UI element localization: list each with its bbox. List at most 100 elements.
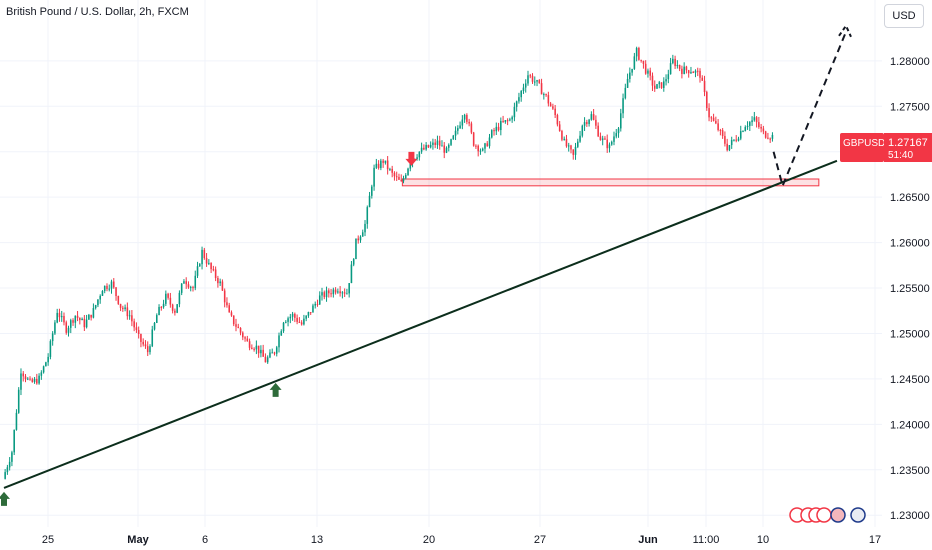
uk-flag-icon[interactable] [850,507,866,523]
candle-body [20,373,22,390]
candle-body [38,375,40,384]
candle-body [694,70,697,73]
candle-body [556,115,559,125]
candle-body [579,135,581,142]
candle-body [479,150,482,152]
candle-body [552,106,554,109]
markers [0,151,418,506]
candle-body [205,258,208,264]
candle-body [22,373,25,377]
candle-body [287,318,289,322]
candle-body [601,138,604,141]
candle-body [615,133,618,137]
candle-body [11,452,13,462]
candle-body [742,131,744,133]
candle-body [151,329,154,347]
candle-body [395,176,398,178]
candle-body [42,366,45,373]
event-icons[interactable] [789,507,866,523]
candle-body [244,337,246,339]
candle-body [380,160,382,169]
candle-body [595,119,597,126]
candle-body [432,142,434,145]
candle-body [640,59,642,61]
candle-body [316,303,319,305]
candle-body [323,292,326,298]
candle-body [527,75,529,84]
candle-body [687,70,690,74]
candle-body [69,320,72,328]
candle-body [739,131,742,139]
candle-body [502,120,504,122]
candle-body [248,341,251,348]
candle-body [153,322,156,330]
candle-body [192,287,194,289]
candle-body [334,289,337,293]
candle-body [712,117,715,121]
candle-body [208,262,210,264]
candle-body [445,147,448,153]
candle-body [735,139,738,141]
candle-body [715,120,717,124]
candle-body [235,324,237,327]
candle-body [312,305,314,313]
candle-body [692,72,695,74]
candle-body [423,147,425,150]
candle-body [119,303,122,308]
candle-body [94,305,97,309]
candle-body [117,295,120,304]
candle-body [144,344,147,347]
candle-body [649,70,652,76]
candle-body [656,84,658,89]
candle-body [361,232,364,237]
candle-body [746,125,749,128]
candle-body [701,77,704,81]
candle-body [282,322,285,332]
candle-body [178,292,181,305]
candle-body [493,130,495,132]
candle-body [298,321,301,323]
candle-body [88,314,90,320]
chart-title: British Pound / U.S. Dollar, 2h, FXCM [6,6,189,18]
candle-body [49,341,52,357]
candle-body [717,123,719,130]
candle-body [488,137,491,147]
candle-body [36,378,38,384]
candle-body [146,346,149,353]
candle-body [4,472,6,479]
symbol-label: GBPUSD [843,138,885,149]
candle-body [504,120,507,122]
candle-body [339,291,341,294]
candle-body [106,285,108,289]
event-icon-3[interactable] [816,507,832,523]
candle-body [278,335,280,348]
currency-button[interactable]: USD [884,4,924,28]
candle-body [198,264,201,267]
candle-body [58,312,61,318]
candle-body [454,130,457,136]
candle-body [305,315,307,319]
candle-body [67,327,70,333]
candle-body [155,315,158,323]
candle-body [644,63,647,74]
y-axis[interactable]: 1.280001.275001.270001.265001.260001.255… [890,56,930,522]
candle-body [160,306,163,308]
candle-body [40,372,43,376]
candle-body [126,307,129,317]
candle-body [167,293,169,298]
us-flag-icon[interactable] [830,507,846,523]
y-tick-label: 1.27500 [890,101,930,113]
projection-line [772,31,847,189]
candle-body [391,168,393,173]
candle-body [90,314,92,318]
candle-body [242,332,244,338]
candle-body [404,175,407,179]
candle-body [194,275,197,289]
x-axis[interactable]: 25 May 6 13 20 27 Jun 11:00 10 17 [42,534,881,546]
candle-body [321,292,323,296]
candle-body [228,305,231,313]
candle-body [520,90,522,98]
candle-body [343,292,346,294]
candle-body [212,269,215,271]
candle-body [457,128,459,131]
